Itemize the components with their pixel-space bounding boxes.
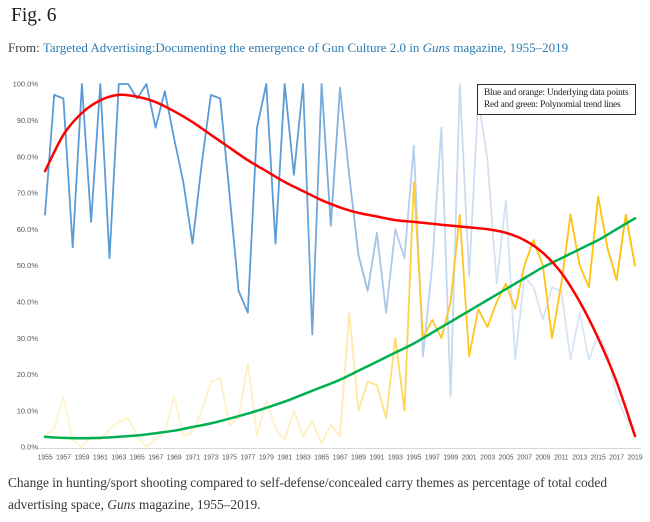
x-axis-labels: 1955 1957 1959 1961 1963 1965 1967 1969 1971 1973… [38, 455, 643, 462]
x-tick-label: 1955 [38, 455, 53, 462]
x-tick-label: 1981 [277, 455, 292, 462]
y-tick-label: 30.0% [17, 334, 39, 343]
x-tick-label: 2001 [462, 455, 477, 462]
x-tick-label: 1959 [74, 455, 89, 462]
figure-caption: Change in hunting/sport shooting compare… [8, 472, 624, 516]
x-tick-label: 2003 [480, 455, 495, 462]
y-tick-label: 20.0% [17, 370, 39, 379]
x-tick-label: 1977 [240, 455, 255, 462]
x-tick-label: 1957 [56, 455, 71, 462]
x-tick-label: 1963 [111, 455, 126, 462]
legend-line-1: Blue and orange: Underlying data points [484, 88, 629, 98]
x-tick-label: 2005 [499, 455, 514, 462]
source-prefix: From: [8, 40, 40, 55]
x-tick-label: 1991 [369, 455, 384, 462]
y-tick-label: 70.0% [17, 189, 39, 198]
x-tick-label: 1967 [148, 455, 163, 462]
source-link-text-2: magazine, 1955–2019 [450, 40, 569, 55]
x-tick-label: 1987 [333, 455, 348, 462]
source-link-italic: Guns [422, 40, 451, 55]
x-tick-label: 1969 [167, 455, 182, 462]
x-tick-label: 1975 [222, 455, 237, 462]
caption-text-2: magazine, 1955–2019. [135, 497, 261, 512]
legend-line-2: Red and green: Polynomial trend lines [484, 100, 621, 111]
y-tick-label: 80.0% [17, 152, 39, 161]
x-tick-label: 2011 [554, 455, 569, 462]
source-line: From: Targeted Advertising:Documenting t… [8, 40, 568, 56]
x-tick-label: 1999 [443, 455, 458, 462]
x-tick-label: 1989 [351, 455, 366, 462]
x-tick-label: 1965 [130, 455, 145, 462]
chart-legend: Blue and orange: Underlying data points … [477, 84, 636, 115]
x-tick-label: 2017 [609, 455, 624, 462]
x-tick-label: 1961 [93, 455, 108, 462]
x-tick-label: 1983 [296, 455, 311, 462]
figure-title: Fig. 6 [11, 5, 57, 26]
caption-text: Change in hunting/sport shooting compare… [8, 475, 608, 512]
chart-canvas: 100.0% 90.0% 80.0% 70.0% 60.0% 50.0% 40.0% 30.0… [13, 80, 643, 462]
orange-data-self-defense [44, 181, 636, 448]
green-trend-self-defense [43, 217, 637, 440]
chart: 100.0% 90.0% 80.0% 70.0% 60.0% 50.0% 40.0% 30.0… [0, 78, 650, 470]
x-tick-label: 2009 [535, 455, 550, 462]
x-tick-label: 1997 [425, 455, 440, 462]
y-tick-label: 100.0% [13, 80, 39, 89]
source-link[interactable]: Targeted Advertising:Documenting the eme… [43, 40, 568, 55]
x-tick-label: 1979 [259, 455, 274, 462]
y-tick-label: 0.0% [21, 443, 38, 452]
y-tick-label: 10.0% [17, 406, 39, 415]
source-link-text: Targeted Advertising:Documenting the eme… [42, 40, 423, 55]
x-tick-label: 1973 [204, 455, 219, 462]
y-tick-label: 40.0% [17, 298, 39, 307]
x-tick-label: 1985 [314, 455, 329, 462]
x-tick-label: 2013 [572, 455, 587, 462]
x-tick-label: 1993 [388, 455, 403, 462]
x-tick-label: 2007 [517, 455, 532, 462]
caption-italic: Guns [107, 497, 136, 512]
x-tick-label: 1995 [406, 455, 421, 462]
x-tick-label: 2019 [628, 455, 643, 462]
x-tick-label: 1971 [185, 455, 200, 462]
y-tick-label: 90.0% [17, 116, 39, 125]
y-tick-label: 50.0% [17, 261, 39, 270]
y-axis-labels: 100.0% 90.0% 80.0% 70.0% 60.0% 50.0% 40.0% 30.0… [13, 80, 39, 452]
red-trend-hunting-sport [43, 93, 637, 438]
blue-data-hunting-sport [44, 83, 636, 430]
x-tick-label: 2015 [591, 455, 606, 462]
y-tick-label: 60.0% [17, 225, 39, 234]
